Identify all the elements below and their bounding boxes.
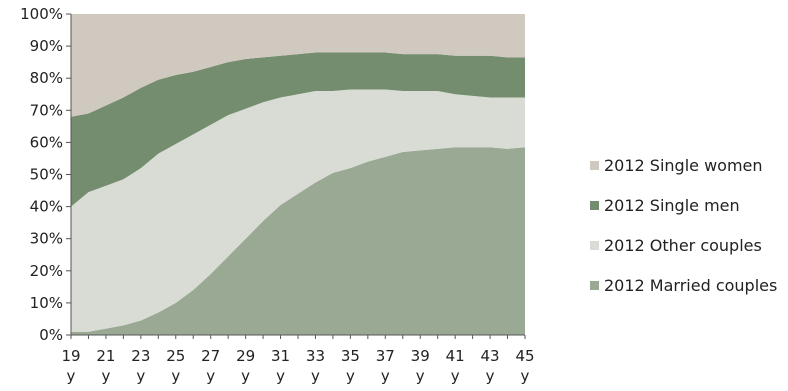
x-tick-unit: y bbox=[416, 367, 425, 385]
chart-areas bbox=[71, 14, 525, 335]
legend-label: 2012 Other couples bbox=[604, 235, 762, 255]
y-tick-label: 20% bbox=[30, 262, 63, 280]
x-tick-label: 41 bbox=[446, 347, 465, 365]
y-tick-label: 60% bbox=[30, 133, 63, 151]
area-series-0 bbox=[71, 147, 525, 335]
x-tick-unit: y bbox=[311, 367, 320, 385]
y-tick-label: 50% bbox=[30, 166, 63, 184]
x-tick-label: 37 bbox=[376, 347, 395, 365]
x-tick-label: 29 bbox=[236, 347, 255, 365]
x-tick-label: 45 bbox=[515, 347, 534, 365]
x-tick-unit: y bbox=[486, 367, 495, 385]
legend-swatch bbox=[590, 280, 599, 290]
legend-label: 2012 Single men bbox=[604, 195, 740, 215]
x-tick-label: 33 bbox=[306, 347, 325, 365]
legend-swatch bbox=[590, 200, 599, 210]
x-tick-label: 39 bbox=[411, 347, 430, 365]
legend-swatch bbox=[590, 240, 599, 250]
legend: 2012 Single women 2012 Single men 2012 O… bbox=[590, 145, 777, 305]
x-tick-unit: y bbox=[136, 367, 145, 385]
x-tick-label: 31 bbox=[271, 347, 290, 365]
x-tick-unit: y bbox=[276, 367, 285, 385]
x-tick-label: 25 bbox=[166, 347, 185, 365]
x-tick-label: 35 bbox=[341, 347, 360, 365]
y-tick-label: 70% bbox=[30, 101, 63, 119]
y-tick-label: 30% bbox=[30, 230, 63, 248]
area-series-2 bbox=[71, 52, 525, 207]
x-tick-unit: y bbox=[241, 367, 250, 385]
area-series-3 bbox=[71, 14, 525, 117]
x-tick-unit: y bbox=[521, 367, 530, 385]
x-axis-ticks: 19 y 21 y 23 y 25 y 27 y 29 y 31 y 33 y 35 y 37 y 39 y 41 y 43 y 4… bbox=[61, 335, 535, 385]
y-tick-label: 100% bbox=[20, 5, 63, 23]
legend-label: 2012 Single women bbox=[604, 155, 763, 175]
area-series-1 bbox=[71, 89, 525, 332]
legend-item-married-couples: 2012 Married couples bbox=[590, 265, 777, 305]
x-tick-unit: y bbox=[101, 367, 110, 385]
y-tick-label: 0% bbox=[39, 326, 63, 344]
x-tick-unit: y bbox=[346, 367, 355, 385]
x-tick-label: 21 bbox=[96, 347, 115, 365]
y-tick-label: 40% bbox=[30, 198, 63, 216]
x-tick-unit: y bbox=[67, 367, 76, 385]
legend-item-single-women: 2012 Single women bbox=[590, 145, 777, 185]
y-axis-ticks: 0% 10% 20% 30% 40% 50% 60% 70% 80% 90% 100% bbox=[20, 5, 71, 344]
y-tick-label: 90% bbox=[30, 37, 63, 55]
x-tick-unit: y bbox=[451, 367, 460, 385]
x-tick-label: 23 bbox=[131, 347, 150, 365]
x-tick-unit: y bbox=[381, 367, 390, 385]
x-tick-unit: y bbox=[171, 367, 180, 385]
x-tick-unit: y bbox=[206, 367, 215, 385]
legend-swatch bbox=[590, 160, 599, 170]
x-tick-label: 19 bbox=[61, 347, 80, 365]
legend-item-other-couples: 2012 Other couples bbox=[590, 225, 777, 265]
legend-item-single-men: 2012 Single men bbox=[590, 185, 777, 225]
legend-label: 2012 Married couples bbox=[604, 275, 778, 295]
x-tick-label: 43 bbox=[481, 347, 500, 365]
y-tick-label: 80% bbox=[30, 69, 63, 87]
y-tick-label: 10% bbox=[30, 294, 63, 312]
x-tick-label: 27 bbox=[201, 347, 220, 365]
